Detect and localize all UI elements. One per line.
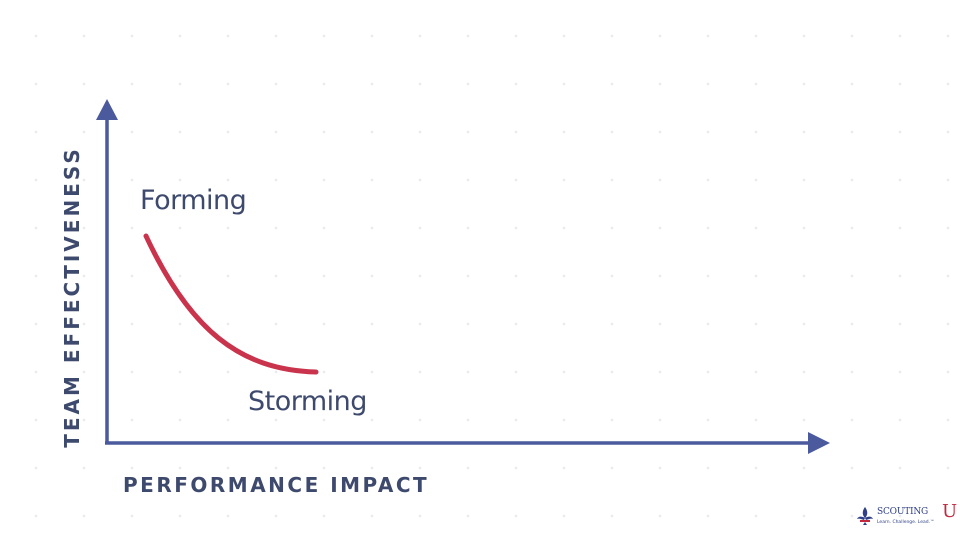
scoutingu-logo: SCOUTING U Learn. Challenge. Lead.™ [856, 501, 958, 530]
x-axis-title: PERFORMANCE IMPACT [123, 473, 430, 497]
y-axis-title: TEAM EFFECTIVENESS [60, 146, 84, 448]
stage-label-storming: Storming [248, 386, 367, 417]
y-axis-arrow-icon [96, 99, 118, 120]
forming-to-storming-curve [143, 233, 319, 375]
stage-label-forming: Forming [140, 185, 247, 216]
fleur-de-lis-icon [857, 507, 873, 525]
logo-wordmark: SCOUTING [877, 507, 929, 517]
x-axis-arrow-icon [808, 432, 830, 454]
logo-tagline: Learn. Challenge. Lead.™ [877, 520, 935, 525]
logo-letter-u: U [942, 501, 958, 522]
